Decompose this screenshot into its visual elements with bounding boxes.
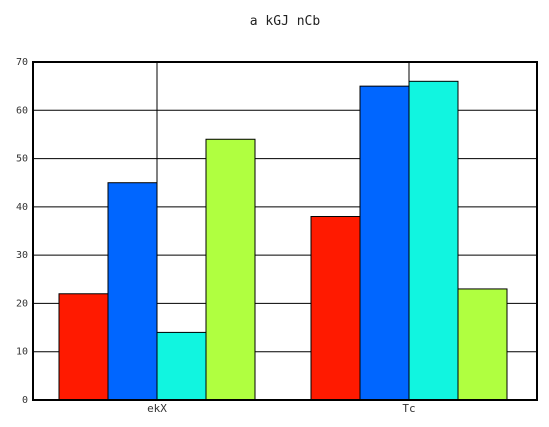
bar-ekX-series3 xyxy=(156,331,207,401)
y-tick-label: 40 xyxy=(16,202,28,213)
bar-Tc-series4 xyxy=(457,288,508,401)
x-tick-label: ekX xyxy=(147,402,167,415)
y-tick-label: 70 xyxy=(16,57,28,68)
bar-Tc-series3 xyxy=(408,80,459,401)
y-tick-label: 10 xyxy=(16,347,28,358)
y-tick-label: 60 xyxy=(16,105,28,116)
chart-title: a kGJ nCb xyxy=(250,14,321,29)
y-tick-label: 30 xyxy=(16,250,28,261)
bar-ekX-series4 xyxy=(205,138,256,401)
bar-Tc-series1 xyxy=(310,216,361,401)
y-tick-label: 50 xyxy=(16,154,28,165)
x-tick-label: Tc xyxy=(402,402,415,415)
plot-frame xyxy=(32,61,538,401)
bar-ekX-series1 xyxy=(58,293,109,401)
bar-Tc-series2 xyxy=(359,85,410,401)
bars xyxy=(58,80,508,401)
bar-ekX-series2 xyxy=(107,182,158,401)
y-axis-ticks: 0 10 20 30 40 50 60 70 xyxy=(16,57,28,406)
y-tick-label: 0 xyxy=(22,395,28,406)
y-tick-label: 20 xyxy=(16,298,28,309)
x-axis-ticks: ekX Tc xyxy=(147,402,416,415)
